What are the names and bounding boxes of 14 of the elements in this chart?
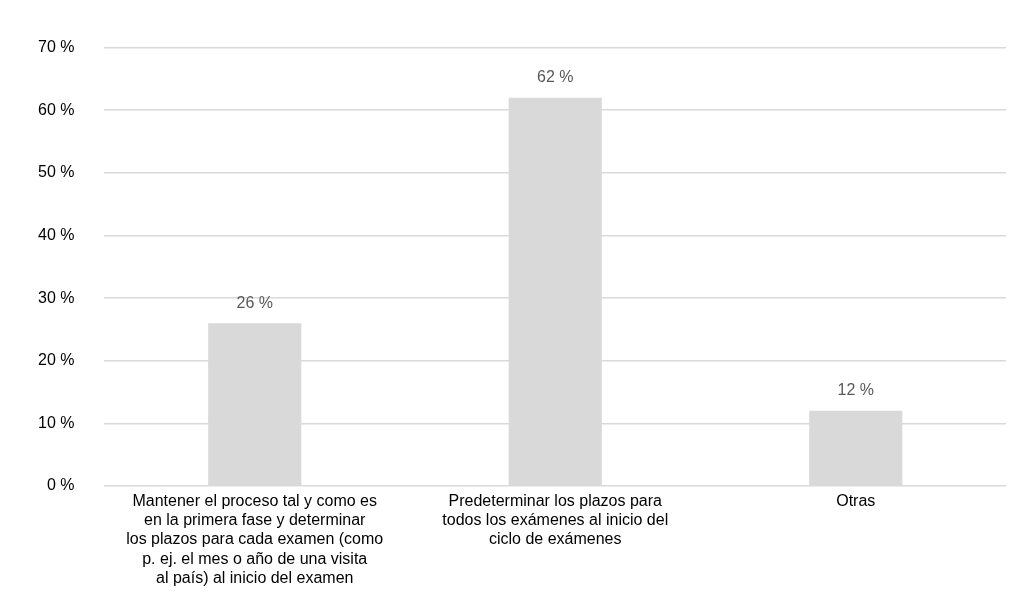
y-tick-label: 20 % bbox=[38, 351, 75, 369]
x-tick-label: Mantener el proceso tal y como es en la primera fase y determinar los plazos para cada examen (como p. ej. el mes o año de una visita al país) al inicio del examen bbox=[126, 492, 384, 586]
data-label: 12 % bbox=[837, 381, 874, 399]
x-tick-label: Otras bbox=[836, 492, 876, 510]
y-tick-label: 30 % bbox=[38, 288, 75, 306]
y-tick-label: 50 % bbox=[38, 163, 75, 181]
x-tick-label: Predeterminar los plazos para todos los exámenes al inicio del ciclo de exámenes bbox=[442, 492, 669, 548]
y-tick-label: 0 % bbox=[46, 476, 75, 494]
y-tick-label: 70 % bbox=[38, 38, 75, 56]
y-tick-label: 10 % bbox=[38, 413, 75, 431]
y-tick-label: 60 % bbox=[38, 100, 75, 118]
data-label: 26 % bbox=[236, 293, 273, 311]
y-tick-label: 40 % bbox=[38, 225, 75, 243]
data-label: 62 % bbox=[537, 68, 574, 86]
